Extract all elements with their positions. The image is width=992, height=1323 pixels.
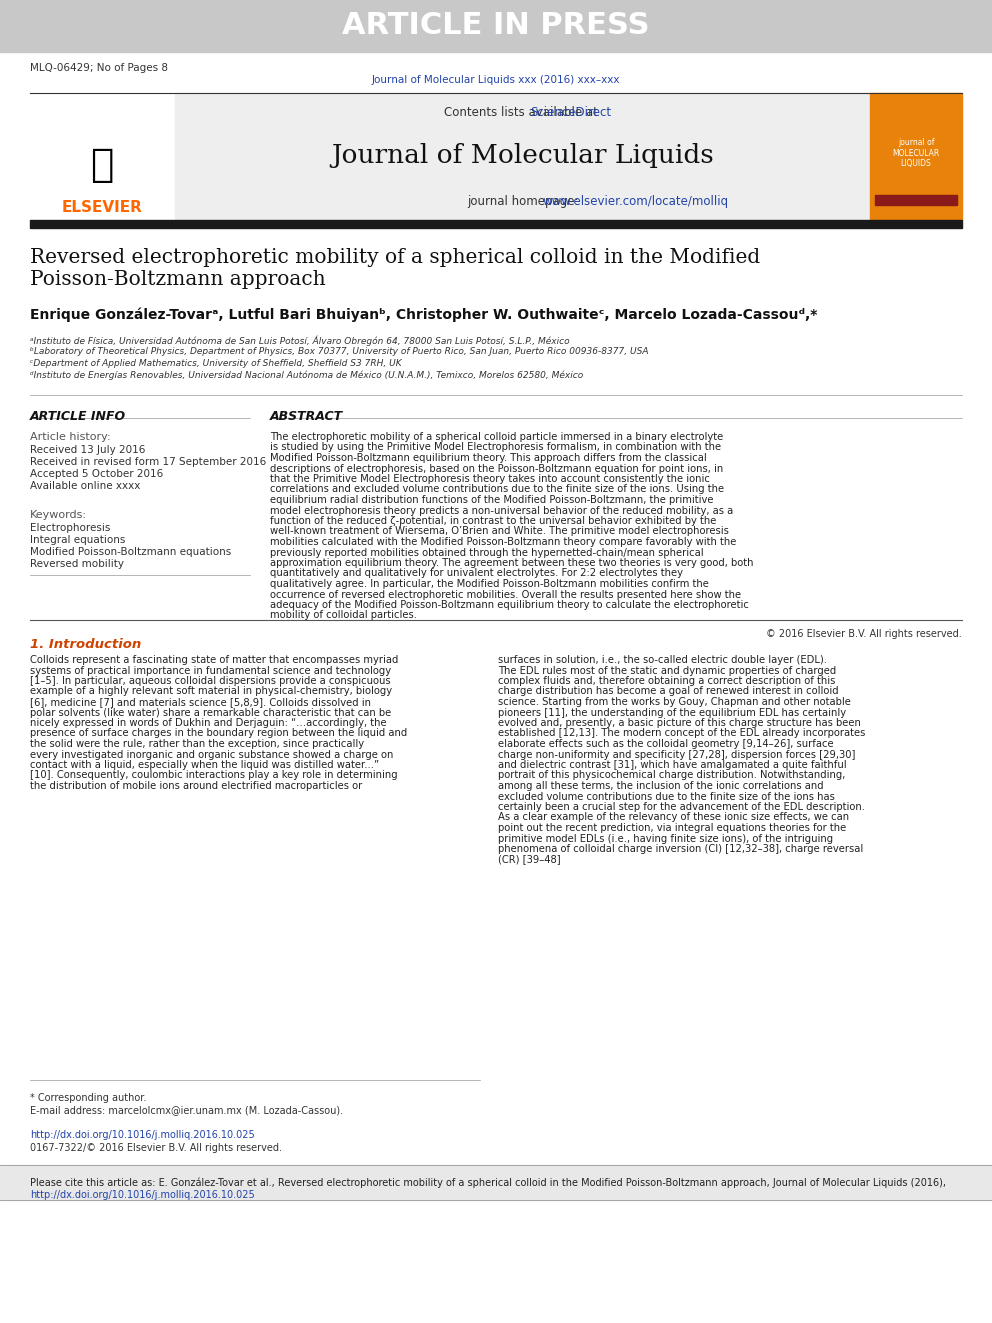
Text: Please cite this article as: E. González-Tovar et al., Reversed electrophoretic : Please cite this article as: E. González… [30,1177,946,1188]
Text: that the Primitive Model Electrophoresis theory takes into account consistently : that the Primitive Model Electrophoresis… [270,474,710,484]
Text: Colloids represent a fascinating state of matter that encompasses myriad: Colloids represent a fascinating state o… [30,655,399,665]
Text: is studied by using the Primitive Model Electrophoresis formalism, in combinatio: is studied by using the Primitive Model … [270,442,721,452]
Text: elaborate effects such as the colloidal geometry [9,14–26], surface: elaborate effects such as the colloidal … [498,740,833,749]
Bar [0,0,992,52]
Text: certainly been a crucial step for the advancement of the EDL description.: certainly been a crucial step for the ad… [498,802,865,812]
Text: Electrophoresis: Electrophoresis [30,523,110,533]
Text: http://dx.doi.org/10.1016/j.molliq.2016.10.025: http://dx.doi.org/10.1016/j.molliq.2016.… [30,1189,255,1200]
Text: Modified Poisson-Boltzmann equations: Modified Poisson-Boltzmann equations [30,546,231,557]
Bar [875,194,957,205]
Text: phenomena of colloidal charge inversion (CI) [12,32–38], charge reversal: phenomena of colloidal charge inversion … [498,844,863,855]
Text: occurrence of reversed electrophoretic mobilities. Overall the results presented: occurrence of reversed electrophoretic m… [270,590,741,599]
Text: * Corresponding author.: * Corresponding author. [30,1093,147,1103]
Text: systems of practical importance in fundamental science and technology: systems of practical importance in funda… [30,665,391,676]
Text: [10]. Consequently, coulombic interactions play a key role in determining: [10]. Consequently, coulombic interactio… [30,770,398,781]
Text: point out the recent prediction, via integral equations theories for the: point out the recent prediction, via int… [498,823,846,833]
Text: [6], medicine [7] and materials science [5,8,9]. Colloids dissolved in: [6], medicine [7] and materials science … [30,697,371,706]
Text: pioneers [11], the understanding of the equilibrium EDL has certainly: pioneers [11], the understanding of the … [498,708,846,717]
Text: and dielectric contrast [31], which have amalgamated a quite faithful: and dielectric contrast [31], which have… [498,759,846,770]
Text: www.elsevier.com/locate/molliq: www.elsevier.com/locate/molliq [543,196,729,209]
Text: The EDL rules most of the static and dynamic properties of charged: The EDL rules most of the static and dyn… [498,665,836,676]
Text: primitive model EDLs (i.e., having finite size ions), of the intriguing: primitive model EDLs (i.e., having finit… [498,833,833,844]
Text: Integral equations: Integral equations [30,534,125,545]
Text: 1. Introduction: 1. Introduction [30,638,141,651]
Text: ᵃInstituto de Física, Universidad Autónoma de San Luis Potosí, Álvaro Obregón 64: ᵃInstituto de Física, Universidad Autóno… [30,335,569,345]
Text: ᶜDepartment of Applied Mathematics, University of Sheffield, Sheffield S3 7RH, U: ᶜDepartment of Applied Mathematics, Univ… [30,359,402,368]
Text: ELSEVIER: ELSEVIER [62,201,143,216]
Bar [30,220,962,228]
Text: correlations and excluded volume contributions due to the finite size of the ion: correlations and excluded volume contrib… [270,484,724,495]
Text: Article history:: Article history: [30,433,111,442]
Text: mobility of colloidal particles.: mobility of colloidal particles. [270,610,417,620]
Text: Contents lists available at: Contents lists available at [443,106,601,119]
Text: Modified Poisson-Boltzmann equilibrium theory. This approach differs from the cl: Modified Poisson-Boltzmann equilibrium t… [270,452,706,463]
Text: well-known treatment of Wiersema, O’Brien and White. The primitive model electro: well-known treatment of Wiersema, O’Brie… [270,527,729,537]
Text: nicely expressed in words of Dukhin and Derjaguin: “…accordingly, the: nicely expressed in words of Dukhin and … [30,718,387,728]
Text: © 2016 Elsevier B.V. All rights reserved.: © 2016 Elsevier B.V. All rights reserved… [766,628,962,639]
Text: Received 13 July 2016: Received 13 July 2016 [30,445,146,455]
Text: contact with a liquid, especially when the liquid was distilled water...”: contact with a liquid, especially when t… [30,759,379,770]
Text: excluded volume contributions due to the finite size of the ions has: excluded volume contributions due to the… [498,791,835,802]
Text: ScienceDirect: ScienceDirect [530,106,611,119]
Text: the solid were the rule, rather than the exception, since practically: the solid were the rule, rather than the… [30,740,364,749]
Text: ARTICLE IN PRESS: ARTICLE IN PRESS [342,12,650,41]
Bar [0,1166,992,1200]
Text: portrait of this physicochemical charge distribution. Notwithstanding,: portrait of this physicochemical charge … [498,770,845,781]
Text: surfaces in solution, i.e., the so-called electric double layer (EDL).: surfaces in solution, i.e., the so-calle… [498,655,827,665]
Text: approximation equilibrium theory. The agreement between these two theories is ve: approximation equilibrium theory. The ag… [270,558,754,568]
Text: descriptions of electrophoresis, based on the Poisson-Boltzmann equation for poi: descriptions of electrophoresis, based o… [270,463,723,474]
Text: example of a highly relevant soft material in physical-chemistry, biology: example of a highly relevant soft materi… [30,687,392,696]
Text: ᵇLaboratory of Theoretical Physics, Department of Physics, Box 70377, University: ᵇLaboratory of Theoretical Physics, Depa… [30,347,649,356]
Text: (CR) [39–48]: (CR) [39–48] [498,855,560,864]
Bar [30,93,175,220]
Text: As a clear example of the relevancy of these ionic size effects, we can: As a clear example of the relevancy of t… [498,812,849,823]
Text: science. Starting from the works by Gouy, Chapman and other notable: science. Starting from the works by Gouy… [498,697,851,706]
Text: evolved and, presently, a basic picture of this charge structure has been: evolved and, presently, a basic picture … [498,718,861,728]
Text: model electrophoresis theory predicts a non-universal behavior of the reduced mo: model electrophoresis theory predicts a … [270,505,733,516]
Text: 0167-7322/© 2016 Elsevier B.V. All rights reserved.: 0167-7322/© 2016 Elsevier B.V. All right… [30,1143,282,1154]
Text: ᵈInstituto de Energías Renovables, Universidad Nacional Autónoma de México (U.N.: ᵈInstituto de Energías Renovables, Unive… [30,370,583,381]
Text: presence of surface charges in the boundary region between the liquid and: presence of surface charges in the bound… [30,729,408,738]
Text: [1–5]. In particular, aqueous colloidal dispersions provide a conspicuous: [1–5]. In particular, aqueous colloidal … [30,676,391,687]
Text: polar solvents (like water) share a remarkable characteristic that can be: polar solvents (like water) share a rema… [30,708,391,717]
Text: journal of
MOLECULAR
LIQUIDS: journal of MOLECULAR LIQUIDS [893,138,939,168]
Bar [870,93,962,220]
Text: Received in revised form 17 September 2016: Received in revised form 17 September 20… [30,456,266,467]
Text: charge distribution has become a goal of renewed interest in colloid: charge distribution has become a goal of… [498,687,838,696]
Text: The electrophoretic mobility of a spherical colloid particle immersed in a binar: The electrophoretic mobility of a spheri… [270,433,723,442]
Text: equilibrium radial distribution functions of the Modified Poisson-Boltzmann, the: equilibrium radial distribution function… [270,495,713,505]
Text: Enrique González-Tovarᵃ, Lutful Bari Bhuiyanᵇ, Christopher W. Outhwaiteᶜ, Marcel: Enrique González-Tovarᵃ, Lutful Bari Bhu… [30,308,817,323]
Text: Reversed electrophoretic mobility of a spherical colloid in the Modified: Reversed electrophoretic mobility of a s… [30,247,760,267]
Text: every investigated inorganic and organic substance showed a charge on: every investigated inorganic and organic… [30,750,394,759]
Text: qualitatively agree. In particular, the Modified Poisson-Boltzmann mobilities co: qualitatively agree. In particular, the … [270,579,709,589]
Text: established [12,13]. The modern concept of the EDL already incorporates: established [12,13]. The modern concept … [498,729,865,738]
Text: previously reported mobilities obtained through the hypernetted-chain/mean spher: previously reported mobilities obtained … [270,548,703,557]
Text: http://dx.doi.org/10.1016/j.molliq.2016.10.025: http://dx.doi.org/10.1016/j.molliq.2016.… [30,1130,255,1140]
Text: E-mail address: marcelolcmx@ier.unam.mx (M. Lozada-Cassou).: E-mail address: marcelolcmx@ier.unam.mx … [30,1105,343,1115]
Text: MLQ-06429; No of Pages 8: MLQ-06429; No of Pages 8 [30,64,168,73]
Text: Journal of Molecular Liquids xxx (2016) xxx–xxx: Journal of Molecular Liquids xxx (2016) … [372,75,620,85]
Text: Accepted 5 October 2016: Accepted 5 October 2016 [30,468,164,479]
Text: function of the reduced ζ-potential, in contrast to the universal behavior exhib: function of the reduced ζ-potential, in … [270,516,716,527]
Text: charge non-uniformity and specificity [27,28], dispersion forces [29,30]: charge non-uniformity and specificity [2… [498,750,855,759]
Text: among all these terms, the inclusion of the ionic correlations and: among all these terms, the inclusion of … [498,781,823,791]
Text: mobilities calculated with the Modified Poisson-Boltzmann theory compare favorab: mobilities calculated with the Modified … [270,537,736,546]
Bar [175,93,870,220]
Text: 🌳: 🌳 [90,146,114,184]
Text: ABSTRACT: ABSTRACT [270,410,343,423]
Text: adequacy of the Modified Poisson-Boltzmann equilibrium theory to calculate the e: adequacy of the Modified Poisson-Boltzma… [270,601,749,610]
Text: Available online xxxx: Available online xxxx [30,482,141,491]
Text: journal homepage:: journal homepage: [467,196,579,209]
Text: ARTICLE INFO: ARTICLE INFO [30,410,126,423]
Text: Poisson-Boltzmann approach: Poisson-Boltzmann approach [30,270,325,288]
Text: the distribution of mobile ions around electrified macroparticles or: the distribution of mobile ions around e… [30,781,362,791]
Text: Reversed mobility: Reversed mobility [30,560,124,569]
Text: complex fluids and, therefore obtaining a correct description of this: complex fluids and, therefore obtaining … [498,676,835,687]
Text: quantitatively and qualitatively for univalent electrolytes. For 2:2 electrolyte: quantitatively and qualitatively for uni… [270,569,683,578]
Text: Journal of Molecular Liquids: Journal of Molecular Liquids [331,143,714,168]
Text: Keywords:: Keywords: [30,509,87,520]
